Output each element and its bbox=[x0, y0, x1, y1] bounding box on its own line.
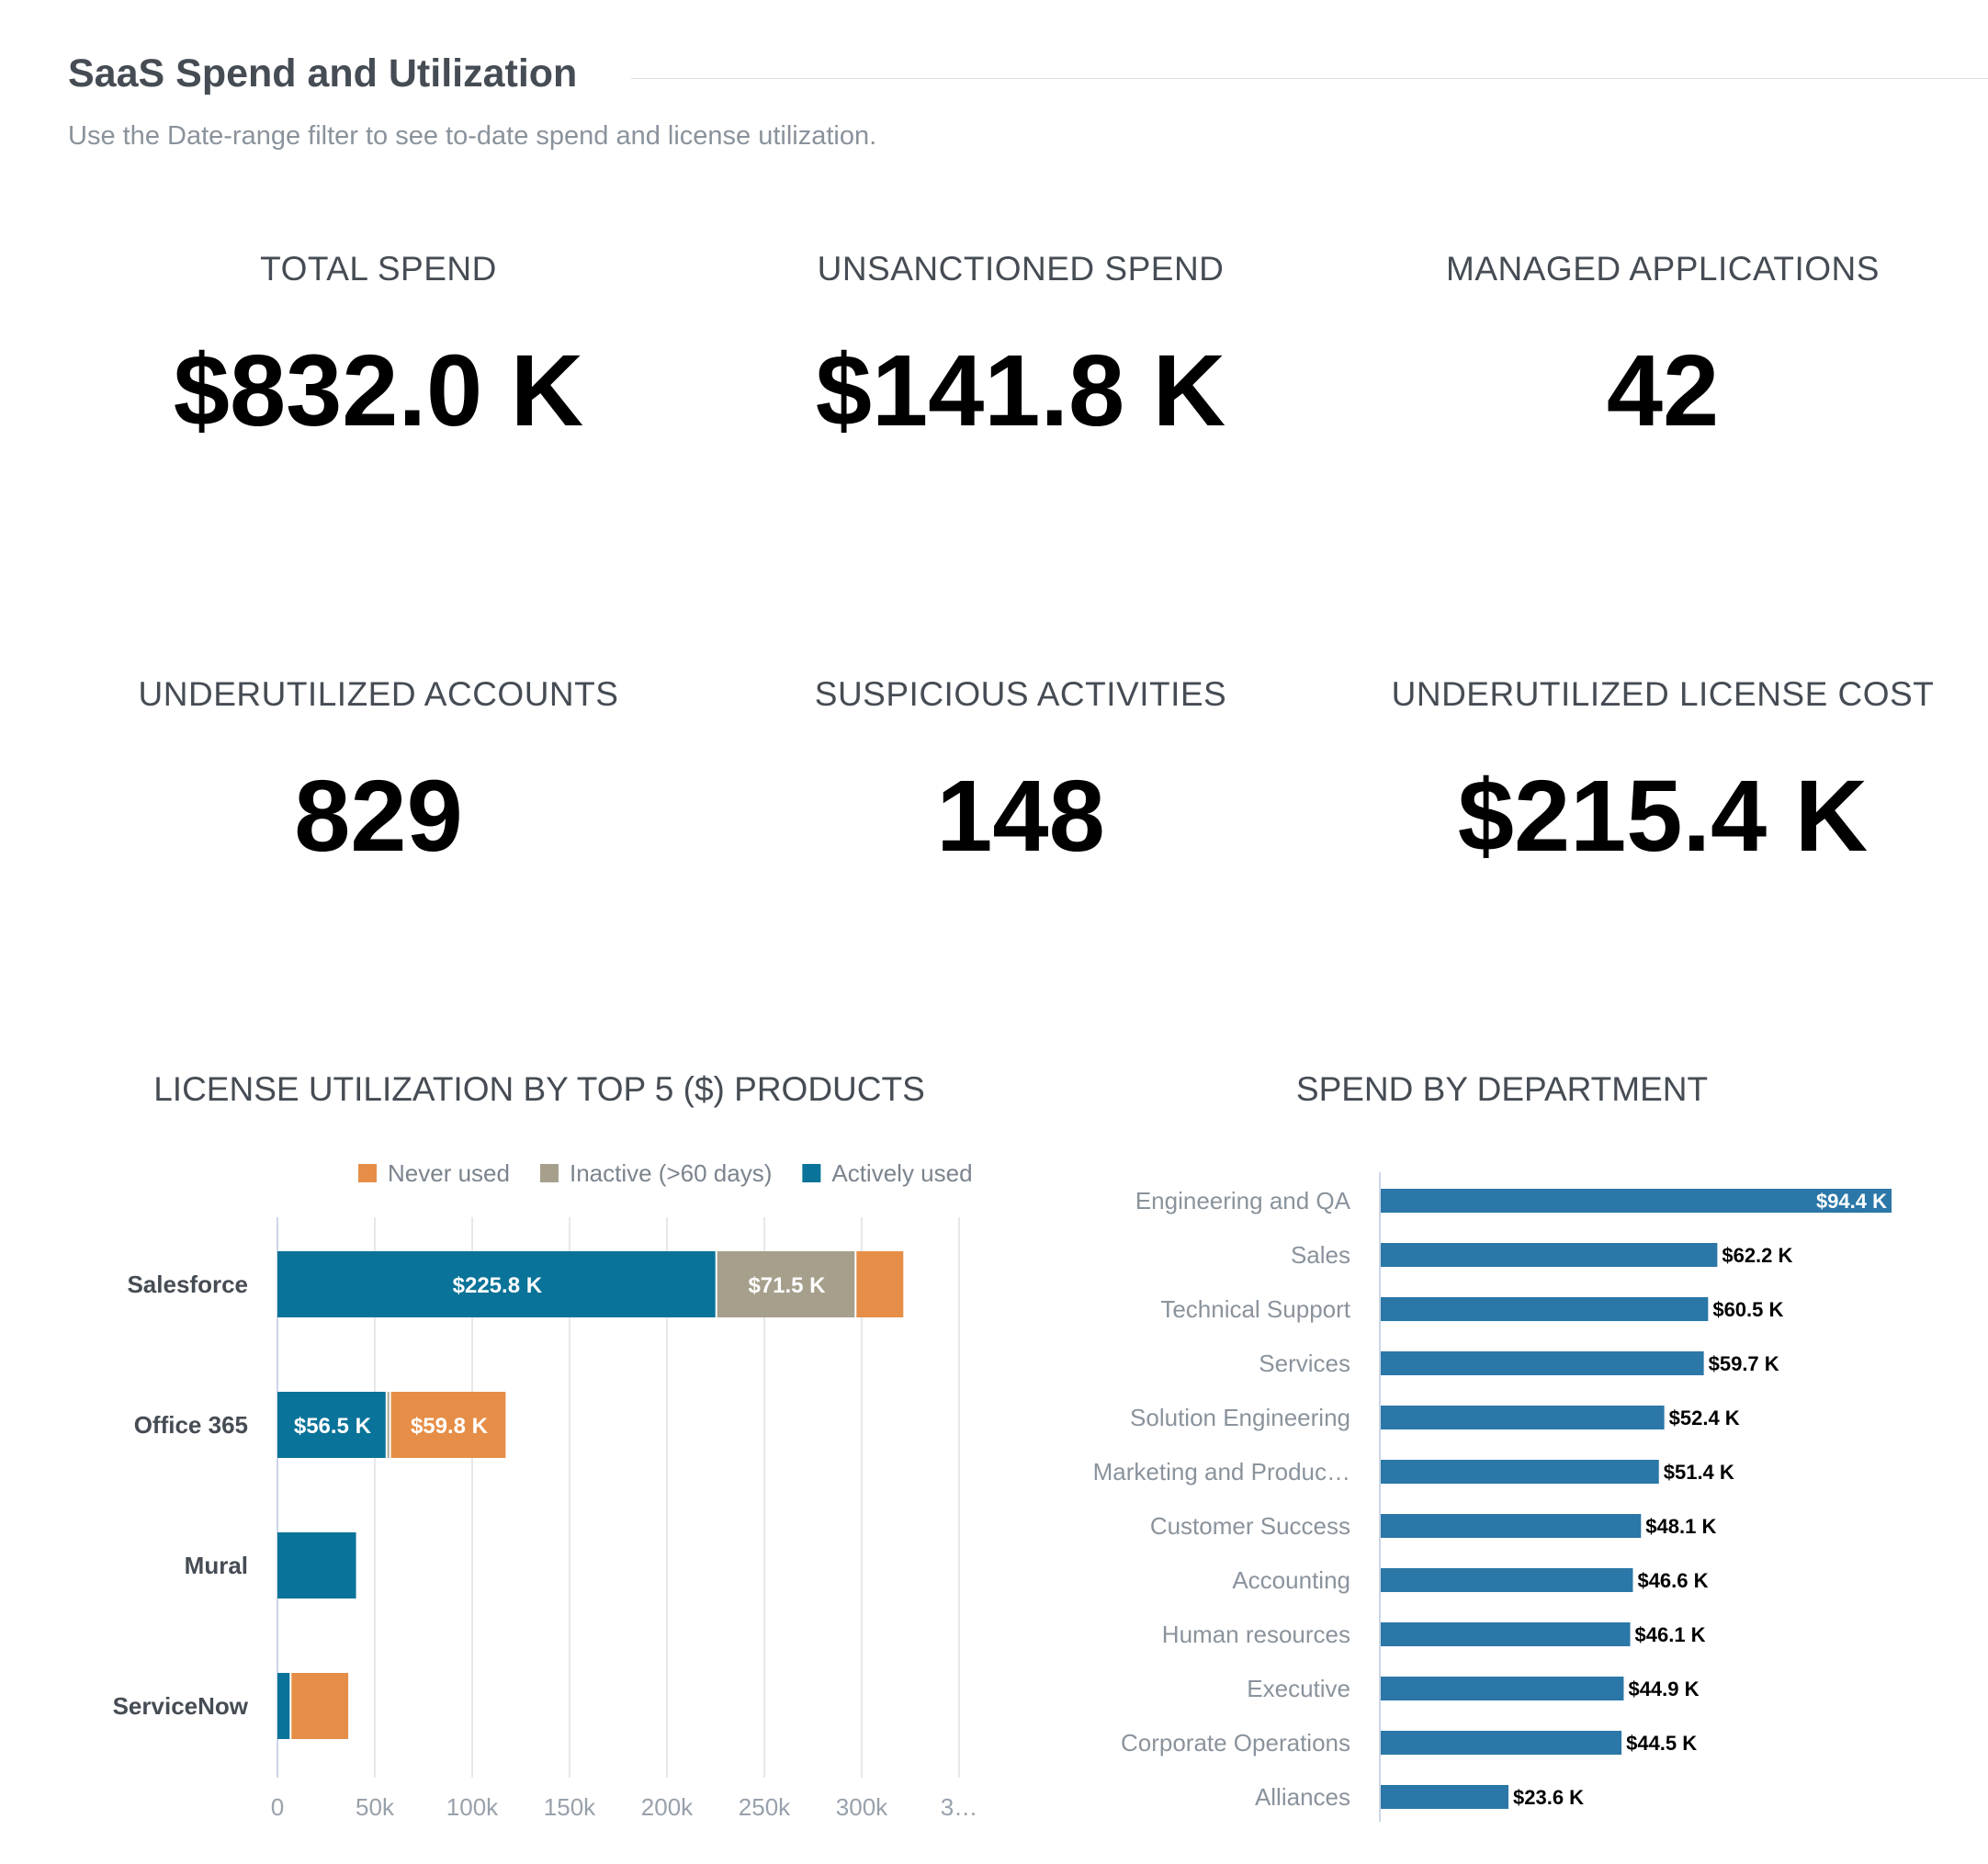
kpi-total-spend: TOTAL SPEND $832.0 K bbox=[57, 250, 700, 449]
bar-segment bbox=[277, 1392, 386, 1458]
kpi-managed-applications: MANAGED APPLICATIONS 42 bbox=[1341, 250, 1984, 449]
kpi-underutilized-license-cost: UNDERUTILIZED LICENSE COST $215.4 K bbox=[1341, 675, 1984, 875]
category-label: Executive bbox=[1247, 1675, 1350, 1702]
bar bbox=[1381, 1406, 1665, 1429]
x-tick-label: 50k bbox=[356, 1793, 395, 1821]
category-label: Engineering and QA bbox=[1135, 1187, 1351, 1214]
data-label: $225.8 K bbox=[453, 1273, 543, 1298]
data-label: $62.2 K bbox=[1722, 1244, 1792, 1267]
kpi-label: TOTAL SPEND bbox=[260, 250, 497, 288]
data-label: $71.5 K bbox=[748, 1273, 826, 1298]
category-label: ServiceNow bbox=[113, 1692, 249, 1720]
kpi-value: 829 bbox=[294, 760, 463, 873]
bar bbox=[1381, 1514, 1642, 1538]
bar bbox=[1381, 1189, 1892, 1213]
data-label: $44.9 K bbox=[1628, 1678, 1699, 1700]
category-label: Corporate Operations bbox=[1121, 1729, 1350, 1757]
bar-segment bbox=[387, 1392, 390, 1458]
legend-label: Actively used bbox=[831, 1159, 972, 1187]
bar-segment bbox=[390, 1392, 506, 1458]
category-label: Customer Success bbox=[1150, 1512, 1350, 1540]
kpi-label: MANAGED APPLICATIONS bbox=[1446, 250, 1880, 288]
kpi-value: $832.0 K bbox=[173, 334, 584, 447]
x-tick-label: 0 bbox=[271, 1793, 284, 1821]
bar bbox=[1381, 1460, 1659, 1484]
page-subtitle: Use the Date-range filter to see to-date… bbox=[68, 121, 877, 151]
legend-label: Inactive (>60 days) bbox=[570, 1159, 772, 1187]
data-label: $48.1 K bbox=[1645, 1515, 1716, 1538]
bar bbox=[1381, 1243, 1718, 1267]
x-tick-label: 300k bbox=[836, 1793, 888, 1821]
bar-segment bbox=[277, 1532, 356, 1599]
divider bbox=[631, 78, 1988, 79]
x-tick-label: 250k bbox=[739, 1793, 791, 1821]
category-label: Technical Support bbox=[1160, 1295, 1350, 1323]
bar-segment bbox=[856, 1251, 904, 1317]
data-label: $46.1 K bbox=[1635, 1623, 1706, 1646]
bar-segment bbox=[291, 1673, 349, 1739]
category-label: Salesforce bbox=[127, 1271, 248, 1298]
data-label: $94.4 K bbox=[1816, 1190, 1887, 1213]
data-label: $60.5 K bbox=[1712, 1298, 1783, 1321]
legend-swatch bbox=[802, 1164, 821, 1182]
data-label: $59.7 K bbox=[1709, 1352, 1779, 1375]
data-label: $56.5 K bbox=[294, 1414, 372, 1439]
bar bbox=[1381, 1297, 1709, 1321]
category-label: Marketing and Produc… bbox=[1093, 1458, 1350, 1486]
category-label: Mural bbox=[185, 1552, 248, 1579]
bar bbox=[1381, 1568, 1633, 1592]
kpi-value: 42 bbox=[1606, 334, 1720, 447]
license-chart-title: LICENSE UTILIZATION BY TOP 5 ($) PRODUCT… bbox=[153, 1070, 925, 1108]
bar bbox=[1381, 1785, 1508, 1809]
data-label: $46.6 K bbox=[1637, 1569, 1708, 1592]
bar bbox=[1381, 1622, 1631, 1646]
x-tick-label: 3… bbox=[941, 1793, 977, 1821]
kpi-label: UNSANCTIONED SPEND bbox=[817, 250, 1225, 288]
category-label: Office 365 bbox=[134, 1411, 248, 1439]
department-chart-title: SPEND BY DEPARTMENT bbox=[1295, 1070, 1709, 1108]
category-label: Services bbox=[1259, 1350, 1350, 1377]
data-label: $59.8 K bbox=[411, 1414, 489, 1439]
page-title: SaaS Spend and Utilization bbox=[68, 51, 578, 96]
legend-label: Never used bbox=[388, 1159, 510, 1187]
category-label: Accounting bbox=[1232, 1566, 1350, 1594]
kpi-label: SUSPICIOUS ACTIVITIES bbox=[814, 675, 1227, 713]
data-label: $51.4 K bbox=[1664, 1461, 1734, 1484]
kpi-value: $215.4 K bbox=[1457, 760, 1869, 873]
bar-segment bbox=[277, 1673, 290, 1739]
bar-segment bbox=[277, 1251, 716, 1317]
bar bbox=[1381, 1677, 1624, 1700]
kpi-suspicious-activities: SUSPICIOUS ACTIVITIES 148 bbox=[699, 675, 1342, 875]
kpi-label: UNDERUTILIZED ACCOUNTS bbox=[138, 675, 619, 713]
data-label: $52.4 K bbox=[1669, 1406, 1740, 1429]
kpi-value: 148 bbox=[936, 760, 1105, 873]
category-label: Solution Engineering bbox=[1130, 1404, 1350, 1431]
category-label: Sales bbox=[1291, 1241, 1350, 1269]
x-tick-label: 100k bbox=[446, 1793, 499, 1821]
bar bbox=[1381, 1351, 1704, 1375]
x-tick-label: 200k bbox=[641, 1793, 694, 1821]
legend-swatch bbox=[358, 1164, 377, 1182]
data-label: $23.6 K bbox=[1513, 1786, 1584, 1809]
kpi-unsanctioned-spend: UNSANCTIONED SPEND $141.8 K bbox=[699, 250, 1342, 449]
category-label: Human resources bbox=[1162, 1621, 1350, 1648]
legend-swatch bbox=[539, 1164, 559, 1182]
x-tick-label: 150k bbox=[544, 1793, 596, 1821]
bar bbox=[1381, 1731, 1622, 1755]
kpi-label: UNDERUTILIZED LICENSE COST bbox=[1391, 675, 1935, 713]
kpi-value: $141.8 K bbox=[815, 334, 1226, 447]
category-label: Alliances bbox=[1255, 1783, 1350, 1811]
kpi-underutilized-accounts: UNDERUTILIZED ACCOUNTS 829 bbox=[57, 675, 700, 875]
data-label: $44.5 K bbox=[1626, 1732, 1697, 1755]
bar-segment bbox=[717, 1251, 855, 1317]
